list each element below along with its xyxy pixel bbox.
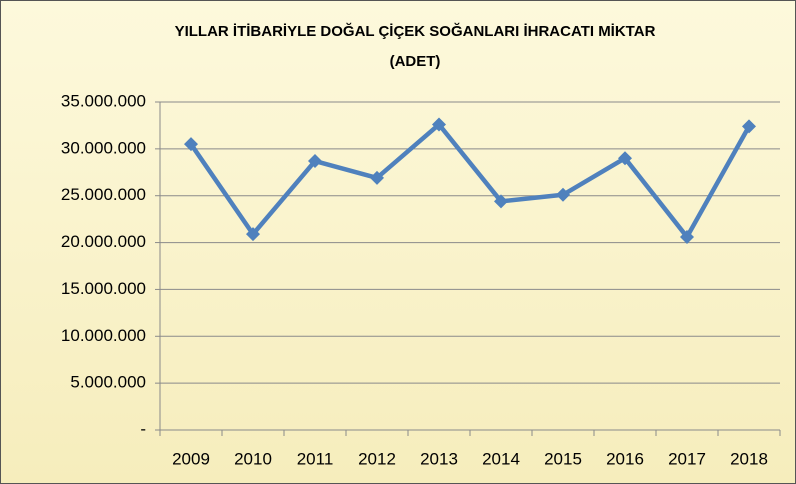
x-tick-label: 2010 — [234, 449, 272, 468]
x-tick-label: 2018 — [730, 449, 768, 468]
data-point — [308, 154, 322, 169]
y-tick-label: 25.000.000 — [61, 185, 146, 204]
y-tick-label: 15.000.000 — [61, 279, 146, 298]
x-tick-label: 2012 — [358, 449, 396, 468]
x-tick-label: 2013 — [420, 449, 458, 468]
data-point — [246, 227, 260, 242]
data-point — [556, 187, 570, 202]
data-point — [432, 117, 446, 132]
chart-title: YILLAR İTİBARİYLE DOĞAL ÇİÇEK SOĞANLARI … — [175, 22, 656, 40]
data-point — [184, 137, 198, 152]
y-tick-label: 30.000.000 — [61, 138, 146, 157]
data-point — [494, 194, 508, 209]
x-tick-label: 2017 — [668, 449, 706, 468]
y-tick-label: 5.000.000 — [70, 373, 146, 392]
data-line — [189, 122, 751, 240]
data-point — [370, 170, 384, 185]
data-point — [742, 119, 756, 134]
x-tick-label: 2011 — [297, 449, 334, 468]
x-tick-label: 2016 — [606, 449, 644, 468]
x-tick-label: 2015 — [544, 449, 582, 468]
data-point — [680, 229, 694, 244]
x-tick-label: 2009 — [172, 449, 210, 468]
y-tick-label: 20.000.000 — [61, 232, 146, 251]
y-tick-label: 10.000.000 — [61, 326, 146, 345]
y-tick-label: - — [140, 419, 146, 438]
data-point — [618, 151, 632, 166]
chart-title: (ADET) — [390, 53, 441, 70]
x-tick-label: 2014 — [482, 449, 520, 468]
y-tick-label: 35.000.000 — [61, 91, 146, 110]
